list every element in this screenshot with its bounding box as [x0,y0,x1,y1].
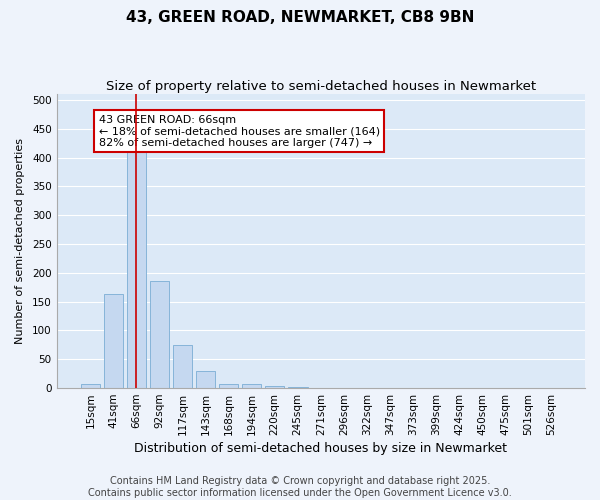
Bar [127,139,146,388]
Bar [242,384,262,388]
Title: Size of property relative to semi-detached houses in Newmarket: Size of property relative to semi-detach… [106,80,536,93]
Bar [265,386,284,388]
Bar [173,345,193,388]
Bar [196,371,215,388]
Text: Contains HM Land Registry data © Crown copyright and database right 2025.
Contai: Contains HM Land Registry data © Crown c… [88,476,512,498]
Bar [104,294,123,388]
Y-axis label: Number of semi-detached properties: Number of semi-detached properties [15,138,25,344]
Bar [219,384,238,388]
X-axis label: Distribution of semi-detached houses by size in Newmarket: Distribution of semi-detached houses by … [134,442,507,455]
Text: 43, GREEN ROAD, NEWMARKET, CB8 9BN: 43, GREEN ROAD, NEWMARKET, CB8 9BN [126,10,474,25]
Bar [80,384,100,388]
Text: 43 GREEN ROAD: 66sqm
← 18% of semi-detached houses are smaller (164)
82% of semi: 43 GREEN ROAD: 66sqm ← 18% of semi-detac… [99,114,380,148]
Bar [149,282,169,388]
